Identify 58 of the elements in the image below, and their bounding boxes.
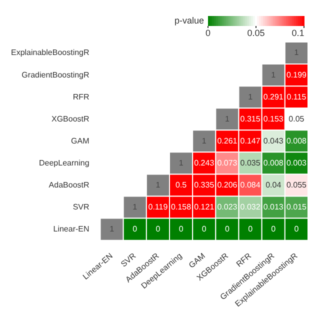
data-label: 0 xyxy=(224,224,230,234)
data-label: 0.335 xyxy=(194,180,215,190)
text: 1 xyxy=(132,202,138,212)
text: 1 xyxy=(178,158,184,168)
text: 1 xyxy=(110,224,114,234)
data-label: 0.05 xyxy=(288,114,305,124)
data-label: 0.153 xyxy=(263,114,284,124)
data-label: 0.261 xyxy=(217,136,238,146)
data-label: 0.315 xyxy=(240,114,261,124)
data-label: 0 xyxy=(294,224,300,234)
color-bar-label: 0.1 xyxy=(292,28,304,38)
data-label: 0 xyxy=(156,224,161,234)
data-label: 0.243 xyxy=(194,158,215,168)
color-bar-label: 0.05 xyxy=(247,28,265,38)
y-tick-label: DeepLearning xyxy=(39,158,90,168)
text: 1 xyxy=(271,70,276,80)
y-tick-label: XGBoostR xyxy=(51,114,90,124)
data-label: 0 xyxy=(132,224,138,234)
data-label: 0.032 xyxy=(240,202,261,212)
y-tick-label: GAM xyxy=(71,136,90,146)
data-label: 0.291 xyxy=(263,92,284,102)
data-label: 0 xyxy=(178,224,184,234)
text: 1 xyxy=(248,92,253,102)
color-bar-label: 0 xyxy=(205,28,211,38)
data-label: 0.008 xyxy=(263,158,284,168)
data-label: 0 xyxy=(202,224,207,234)
data-label: 0.206 xyxy=(217,180,238,190)
data-label: 0.158 xyxy=(171,202,192,212)
data-label: 0.115 xyxy=(286,92,307,102)
data-label: 0.147 xyxy=(240,136,261,146)
text: 1 xyxy=(156,180,160,190)
data-label: 0.084 xyxy=(240,180,261,190)
y-tick-label: RFR xyxy=(72,92,90,102)
text: 1 xyxy=(294,48,299,58)
data-label: 0.035 xyxy=(240,158,261,168)
data-label: 0.199 xyxy=(286,70,308,80)
data-label: 0.121 xyxy=(194,202,215,212)
data-label: 0.073 xyxy=(217,158,238,168)
data-label: 0.04 xyxy=(266,180,282,190)
data-label: 0.008 xyxy=(286,136,308,146)
y-tick-label: AdaBoostR xyxy=(48,180,90,190)
data-label: 0 xyxy=(248,224,254,234)
data-label: 0.119 xyxy=(148,202,168,212)
data-label: 0.055 xyxy=(286,180,308,190)
y-tick-label: Linear-EN xyxy=(53,224,90,234)
y-tick-label: ExplainableBoostingR xyxy=(10,48,90,58)
y-tick-label: SVR xyxy=(72,202,90,212)
data-label: 0.013 xyxy=(263,202,284,212)
data-label: 0.003 xyxy=(286,158,308,168)
data-label: 0 xyxy=(271,224,276,234)
data-label: 0.023 xyxy=(217,202,238,212)
data-label: 0.043 xyxy=(263,136,284,146)
color-bar-title: p-value xyxy=(174,15,204,26)
y-tick-label: GradientBoostingR xyxy=(22,70,90,80)
data-label: 0.5 xyxy=(175,180,188,190)
text: 1 xyxy=(224,114,230,124)
text: 1 xyxy=(202,136,206,146)
data-label: 0.015 xyxy=(286,202,308,212)
